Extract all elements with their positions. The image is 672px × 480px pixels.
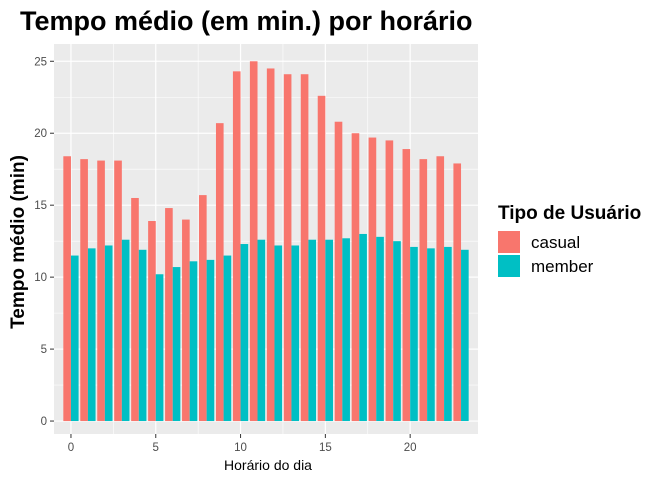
bar-member bbox=[444, 246, 452, 422]
bar-member bbox=[274, 245, 283, 422]
bar-member bbox=[291, 245, 300, 422]
y-axis: 0 5 10 15 20 25 bbox=[34, 56, 54, 428]
y-tick-label: 10 bbox=[34, 272, 47, 284]
bar-casual bbox=[283, 74, 292, 422]
legend-title: Tipo de Usuário bbox=[498, 203, 641, 224]
bar-member bbox=[206, 259, 215, 422]
x-tick-label: 0 bbox=[68, 442, 74, 454]
bar-member bbox=[461, 249, 469, 422]
bar-member bbox=[342, 238, 350, 422]
bar-casual bbox=[80, 159, 88, 422]
y-tick-label: 20 bbox=[34, 128, 47, 140]
bar-casual bbox=[232, 71, 241, 422]
bar-member bbox=[427, 248, 435, 422]
y-tick-label: 5 bbox=[41, 344, 47, 356]
x-tick-label: 10 bbox=[234, 442, 247, 454]
bar-member bbox=[104, 245, 113, 422]
bar-member bbox=[223, 255, 232, 422]
chart-title: Tempo médio (em min.) por horário bbox=[20, 6, 473, 36]
bar-member bbox=[393, 241, 401, 422]
x-tick-label: 15 bbox=[319, 442, 332, 454]
x-tick-label: 20 bbox=[404, 442, 417, 454]
bar-casual bbox=[165, 208, 173, 422]
bar-casual bbox=[63, 156, 71, 422]
bars bbox=[63, 61, 469, 422]
bar-casual bbox=[368, 137, 377, 422]
bar-member bbox=[155, 274, 164, 422]
y-axis-title: Tempo médio (min) bbox=[8, 155, 29, 329]
legend: Tipo de Usuário casual member bbox=[498, 203, 641, 277]
y-tick-label: 0 bbox=[41, 416, 47, 428]
bar-casual bbox=[249, 61, 258, 422]
bar-casual bbox=[148, 221, 156, 422]
legend-label-member: member bbox=[531, 257, 594, 276]
bar-casual bbox=[385, 140, 394, 422]
bar-member bbox=[308, 239, 317, 422]
bar-casual bbox=[199, 195, 207, 422]
legend-label-casual: casual bbox=[531, 233, 580, 252]
bar-member bbox=[121, 239, 130, 422]
bar-member bbox=[189, 261, 198, 422]
bar-member bbox=[257, 239, 266, 422]
bar-casual bbox=[334, 121, 343, 422]
bar-casual bbox=[300, 74, 309, 422]
bar-casual bbox=[114, 160, 122, 422]
bar-member bbox=[325, 239, 333, 422]
bar-casual bbox=[266, 68, 275, 422]
legend-key-member bbox=[498, 255, 520, 277]
y-tick-label: 25 bbox=[34, 56, 47, 68]
bar-casual bbox=[97, 160, 105, 422]
bar-member bbox=[138, 249, 147, 422]
x-tick-label: 5 bbox=[153, 442, 159, 454]
bar-member bbox=[359, 233, 367, 422]
bar-member bbox=[70, 255, 79, 422]
bar-casual bbox=[317, 95, 326, 422]
bar-casual bbox=[436, 156, 445, 422]
bar-member bbox=[240, 244, 249, 422]
bar-casual bbox=[453, 163, 462, 422]
bar-member bbox=[172, 267, 181, 422]
legend-key-casual bbox=[498, 231, 520, 253]
bar-member bbox=[410, 246, 418, 422]
bar-member bbox=[376, 236, 384, 422]
bar-member bbox=[87, 248, 96, 422]
bar-casual bbox=[182, 219, 190, 422]
bar-casual bbox=[419, 159, 428, 422]
bar-casual bbox=[131, 197, 139, 422]
bar-casual bbox=[351, 133, 360, 422]
bar-casual bbox=[402, 149, 411, 422]
bar-casual bbox=[215, 123, 224, 422]
x-axis: 0 5 10 15 20 bbox=[68, 434, 417, 454]
x-axis-title: Horário do dia bbox=[224, 457, 312, 473]
y-tick-label: 15 bbox=[34, 200, 47, 212]
